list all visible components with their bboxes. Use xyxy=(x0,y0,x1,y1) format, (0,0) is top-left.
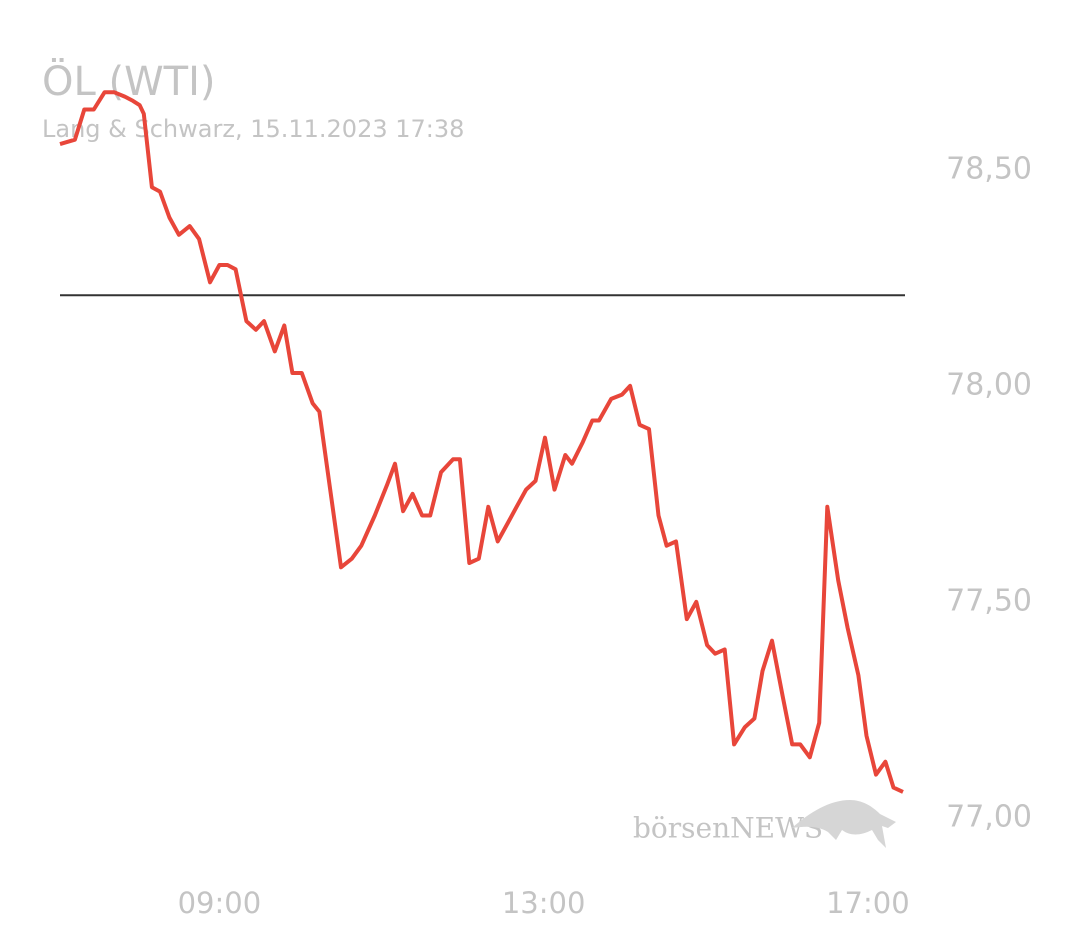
chart-subtitle: Lang & Schwarz, 15.11.2023 17:38 xyxy=(42,115,464,143)
watermark-bull xyxy=(792,800,896,848)
x-tick-label: 13:00 xyxy=(502,886,586,920)
x-tick-label: 17:00 xyxy=(826,886,910,920)
y-tick-label: 77,00 xyxy=(946,799,1032,834)
y-tick-label: 78,50 xyxy=(946,151,1032,186)
x-tick-label: 09:00 xyxy=(178,886,262,920)
y-tick-label: 78,00 xyxy=(946,367,1032,402)
y-tick-label: 77,50 xyxy=(946,583,1032,618)
price-line xyxy=(59,90,904,794)
watermark: börsenNEWS xyxy=(633,812,823,845)
